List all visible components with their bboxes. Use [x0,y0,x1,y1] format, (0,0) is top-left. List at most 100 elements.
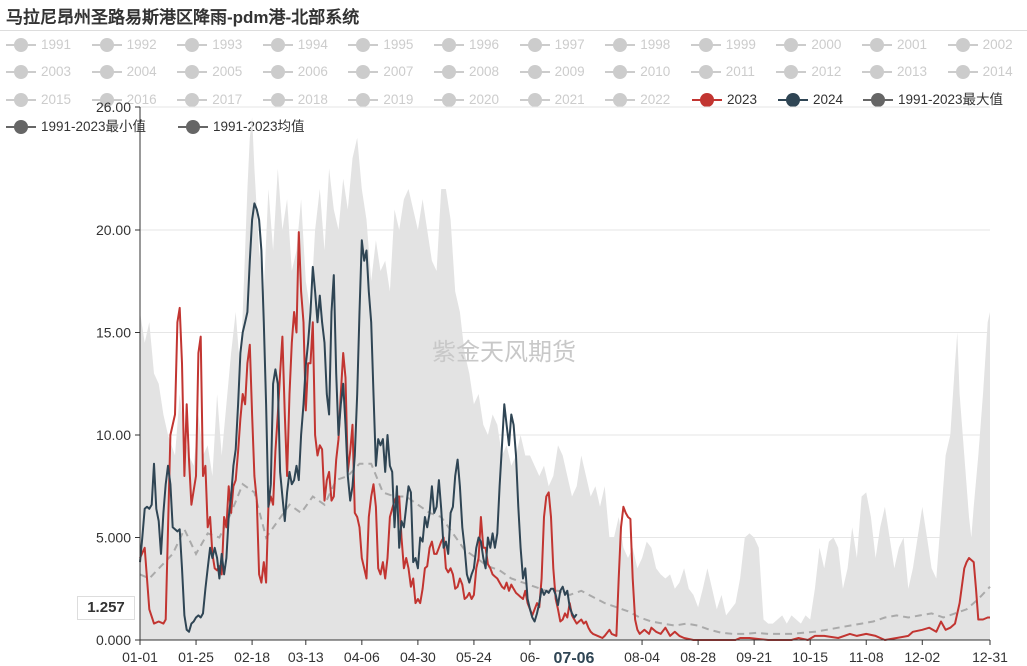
legend-label: 1992 [126,37,157,52]
x-tick-label: 11-08 [849,649,884,665]
legend-dot-icon [527,38,542,52]
legend-label: 2010 [640,64,671,79]
legend-label: 2007 [383,64,414,79]
legend-dot-icon [14,120,28,134]
legend-label: 2017 [212,92,243,107]
x-tick-label: 05-24 [456,649,492,665]
legend-dot-icon [186,120,200,134]
legend-label: 1993 [212,37,243,52]
legend-label: 2013 [897,64,928,79]
x-tick-label: 02-18 [234,649,270,665]
watermark: 紫金天风期货 [432,339,576,366]
legend-label: 2009 [554,64,585,79]
series-max-area [140,117,990,641]
legend: 1991 1992 1993 1994 1995 1996 1997 1998 1999 2000… [0,0,1027,140]
x-tick-label: 09-21 [736,649,772,665]
legend-label: 2024 [813,92,844,107]
legend-dot-icon [698,65,713,79]
x-tick-label: 06- [520,649,541,665]
legend-dot-icon [870,38,884,52]
legend-dot-icon [356,38,371,52]
legend-dot-icon [613,38,628,52]
title-divider [0,30,1027,31]
legend-dot-icon [270,65,285,79]
legend-dot-icon [185,65,200,79]
y-tick-label: 0.000 [96,632,131,648]
legend-label: 1998 [640,37,671,52]
legend-label: 2003 [41,64,72,79]
legend-dot-icon [442,65,456,79]
series-2024-line [139,202,578,633]
legend-label: 2019 [383,92,414,107]
legend-label: 2014 [982,64,1013,79]
legend-dot-icon [955,65,970,79]
x-tick-label: 04-30 [400,649,436,665]
legend-dot-icon [14,38,28,52]
y-tick-label: 20.00 [96,222,131,238]
legend-dot-icon [613,93,628,107]
y-tick-label: 10.00 [96,427,131,443]
axis-pointer-y-label: 1.257 [77,596,135,620]
chart-title: 马拉尼昂州圣路易斯港区降雨-pdm港-北部系统 [6,8,360,27]
legend-label: 2022 [640,92,671,107]
x-tick-label: 01-01 [122,649,158,665]
legend-dot-icon [99,38,114,52]
legend-label: 2002 [982,37,1013,52]
series-2023-line [139,231,990,641]
legend-dot-icon [185,38,200,52]
legend-label: 2015 [41,92,72,107]
legend-dot-icon [356,93,371,107]
legend-dot-icon [700,93,714,107]
x-tick-label: 08-28 [680,649,716,665]
legend-label: 1994 [297,37,328,52]
legend-label: 1996 [469,37,500,52]
legend-label: 2011 [725,64,755,79]
legend-label: 1999 [725,37,756,52]
series-mean-line [139,462,991,635]
x-tick-label: 01-25 [178,649,214,665]
x-tick-label: 04-06 [344,649,380,665]
legend-dot-icon [784,38,799,52]
legend-dot-icon [955,38,970,52]
y-tick-label: 15.00 [96,325,131,341]
legend-dot-icon [270,38,285,52]
legend-label: 2006 [297,64,328,79]
legend-label: 1997 [554,37,585,52]
legend-label: 2000 [811,37,842,52]
x-tick-label: 12-02 [904,649,940,665]
legend-label: 2023 [727,92,758,107]
legend-label: 2005 [212,64,243,79]
legend-dot-icon [613,65,628,79]
axis-pointer-x-label: 07-06 [554,650,595,666]
x-tick-label: 10-15 [792,649,828,665]
x-tick-label: 12-31 [972,649,1008,665]
legend-dot-icon [870,65,884,79]
legend-dot-icon [356,65,371,79]
legend-label: 2012 [811,64,842,79]
y-tick-label: 5.000 [96,530,131,546]
legend-dot-icon [784,65,799,79]
legend-dot-icon [99,93,114,107]
legend-dot-icon [270,93,285,107]
legend-dot-icon [442,38,456,52]
legend-dot-icon [786,93,800,107]
legend-label: 1991 [41,37,72,52]
legend-dot-icon [871,93,885,107]
legend-label: 2020 [469,92,500,107]
legend-dot-icon [185,93,200,107]
legend-label: 2016 [126,92,157,107]
legend-label: 1991-2023均值 [213,119,305,134]
x-tick-label: 08-04 [624,649,660,665]
legend-dot-icon [442,93,456,107]
x-tick-label: 03-13 [288,649,324,665]
legend-dot-icon [14,93,28,107]
legend-label: 1995 [383,37,414,52]
legend-label: 1991-2023最大值 [898,92,1004,107]
legend-label: 2001 [897,37,928,52]
legend-label: 2004 [126,64,157,79]
legend-label: 2018 [297,92,328,107]
legend-dot-icon [14,65,28,79]
legend-label: 1991-2023最小值 [41,119,147,134]
legend-dot-icon [698,38,713,52]
